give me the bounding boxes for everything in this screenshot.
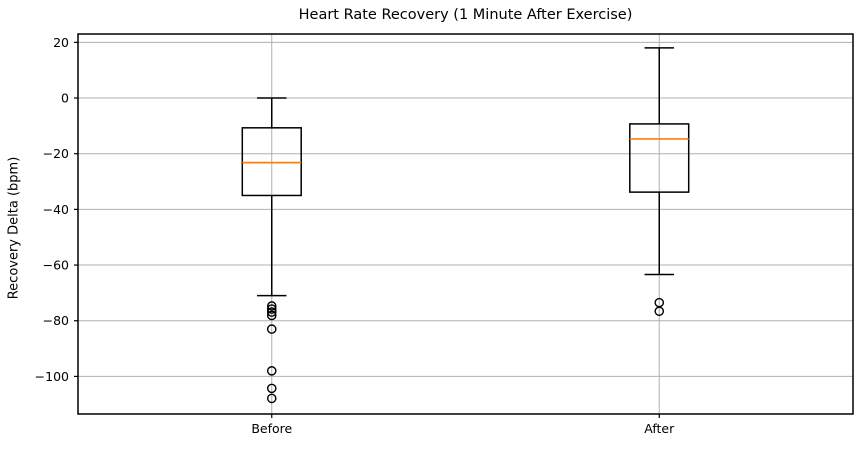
y-tick-label: −80	[43, 313, 69, 328]
chart-title: Heart Rate Recovery (1 Minute After Exer…	[298, 7, 633, 23]
outlier-before	[266, 393, 277, 404]
outlier-before	[266, 301, 277, 311]
outlier-after	[654, 306, 665, 317]
y-tick-label: 20	[53, 35, 69, 50]
outlier-before	[266, 307, 277, 317]
plot-border	[77, 33, 854, 415]
y-tick-label: −20	[43, 146, 69, 161]
y-tick-label: −100	[35, 369, 69, 384]
y-tick-label: 0	[61, 91, 69, 106]
x-tick-label: Before	[251, 421, 292, 436]
outlier-before	[266, 310, 277, 321]
box-after	[629, 123, 690, 193]
outlier-before	[266, 324, 277, 334]
outlier-before	[266, 366, 277, 376]
y-tick-label: −40	[43, 202, 69, 217]
outlier-before	[266, 304, 277, 314]
box-before	[241, 127, 302, 197]
y-tick-label: −60	[43, 258, 69, 273]
outlier-before	[266, 383, 277, 394]
x-tick-label: After	[644, 421, 675, 436]
